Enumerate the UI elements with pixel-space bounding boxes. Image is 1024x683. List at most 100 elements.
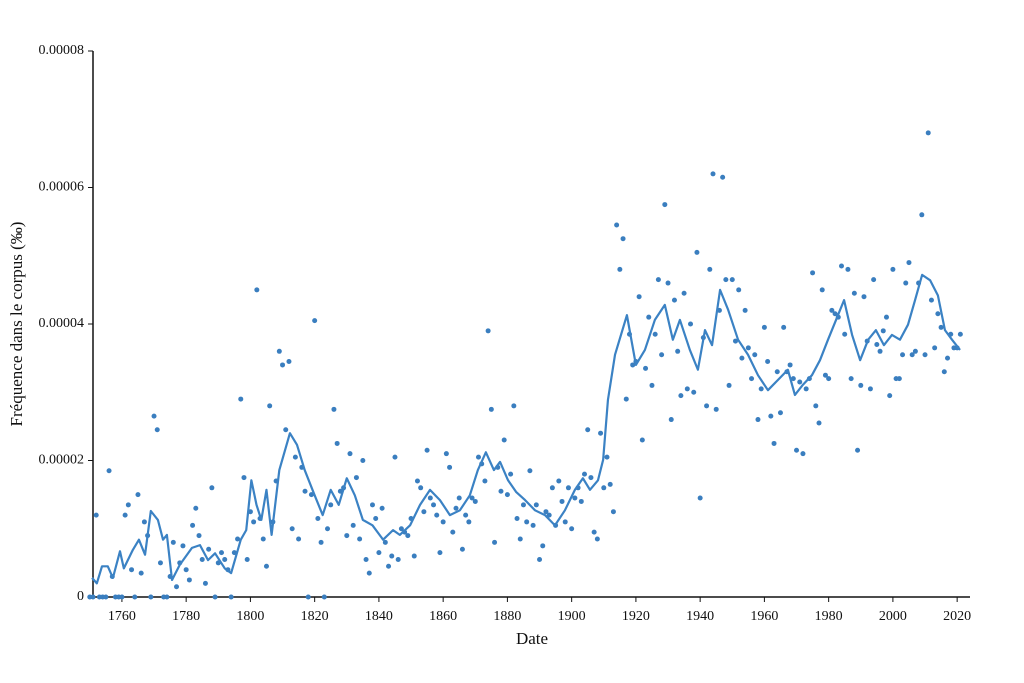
data-point (379, 505, 385, 511)
data-point (726, 382, 732, 388)
data-point (800, 451, 806, 457)
data-point (614, 222, 620, 228)
data-point (302, 488, 308, 494)
data-point (103, 594, 109, 600)
data-point (443, 451, 449, 457)
data-point (212, 594, 218, 600)
data-point (736, 287, 742, 293)
data-point (826, 376, 832, 382)
data-point (395, 556, 401, 562)
data-point (209, 485, 215, 491)
data-point (414, 478, 420, 484)
data-point (874, 341, 880, 347)
data-point (938, 324, 944, 330)
y-tick-label: 0.00008 (39, 43, 85, 58)
y-tick-label: 0.00004 (39, 316, 85, 331)
data-point (369, 502, 375, 508)
x-tick-label: 1800 (236, 609, 264, 624)
data-point (180, 543, 186, 549)
data-point (697, 495, 703, 501)
data-point (218, 550, 224, 556)
data-point (678, 393, 684, 399)
data-point (411, 553, 417, 559)
data-point (154, 427, 160, 433)
data-point (199, 556, 205, 562)
data-point (919, 212, 925, 218)
data-point (418, 485, 424, 491)
data-point (688, 321, 694, 327)
data-point (93, 512, 99, 518)
data-point (196, 533, 202, 539)
data-point (906, 260, 912, 266)
data-point (283, 427, 289, 433)
data-point (501, 437, 507, 443)
data-point (389, 553, 395, 559)
data-point (777, 410, 783, 416)
data-point (376, 550, 382, 556)
data-point (321, 594, 327, 600)
data-point (170, 539, 176, 545)
x-tick-label: 1760 (108, 609, 136, 624)
data-point (132, 594, 138, 600)
data-point (119, 594, 125, 600)
data-point (318, 539, 324, 545)
data-point (630, 362, 636, 368)
data-point (572, 495, 578, 501)
data-point (524, 519, 530, 525)
data-point (732, 338, 738, 344)
data-point (357, 536, 363, 542)
data-point (373, 516, 379, 522)
data-point (562, 519, 568, 525)
x-tick-label: 1920 (622, 609, 650, 624)
data-point (681, 290, 687, 296)
data-point (485, 328, 491, 334)
data-point (328, 502, 334, 508)
data-point (292, 454, 298, 460)
data-point (819, 287, 825, 293)
data-point (880, 328, 886, 334)
data-point (787, 362, 793, 368)
x-tick-label: 2000 (879, 609, 907, 624)
data-point (508, 471, 514, 477)
data-point (437, 550, 443, 556)
data-point (106, 468, 112, 474)
data-point (662, 202, 668, 208)
data-point (254, 287, 260, 293)
data-point (752, 352, 758, 358)
data-point (90, 594, 96, 600)
data-point (903, 280, 909, 286)
data-point (434, 512, 440, 518)
data-point (549, 485, 555, 491)
data-point (504, 492, 510, 498)
data-point (183, 567, 189, 573)
data-point (251, 519, 257, 525)
data-point (765, 359, 771, 365)
data-point (900, 352, 906, 358)
data-point (755, 417, 761, 423)
data-point (909, 352, 915, 358)
data-point (537, 556, 543, 562)
data-point (620, 236, 626, 242)
data-point (276, 348, 282, 354)
data-point (260, 536, 266, 542)
data-point (530, 522, 536, 528)
data-point (582, 471, 588, 477)
data-point (610, 509, 616, 515)
data-point (729, 277, 735, 283)
data-point (925, 130, 931, 136)
data-point (334, 440, 340, 446)
data-point (598, 430, 604, 436)
data-point (363, 556, 369, 562)
data-point (851, 290, 857, 296)
x-tick-label: 1780 (172, 609, 200, 624)
y-tick-label: 0 (77, 589, 84, 604)
data-point (896, 376, 902, 382)
data-point (312, 318, 318, 324)
data-point (594, 536, 600, 542)
data-point (790, 376, 796, 382)
data-point (450, 529, 456, 535)
data-point (585, 427, 591, 433)
x-tick-label: 1960 (750, 609, 778, 624)
data-point (135, 492, 141, 498)
